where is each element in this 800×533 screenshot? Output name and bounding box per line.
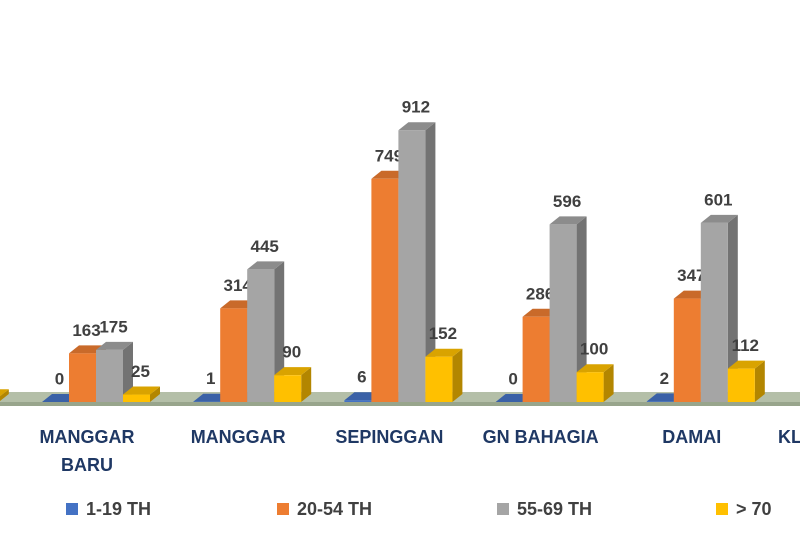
legend-label: 55-69 TH <box>517 499 592 519</box>
bar-front <box>673 298 701 402</box>
bar-front <box>274 375 302 402</box>
legend-label: 20-54 TH <box>297 499 372 519</box>
bar-front <box>220 308 248 402</box>
value-label: 347 <box>677 266 705 285</box>
legend-swatch <box>716 503 728 515</box>
bar <box>727 360 765 402</box>
value-label: 912 <box>402 98 430 117</box>
bar-front <box>398 130 426 402</box>
value-label: 175 <box>99 317 127 336</box>
bar-side <box>576 216 587 402</box>
legend-swatch <box>497 503 509 515</box>
bar-top <box>576 364 614 373</box>
value-label: 314 <box>224 276 253 295</box>
bar-side <box>425 122 436 402</box>
bar-side <box>123 341 133 402</box>
value-label: 163 <box>72 321 100 340</box>
value-label: 749 <box>375 146 403 165</box>
value-label: 0 <box>55 369 64 388</box>
legend-label: 1-19 TH <box>86 499 151 519</box>
category-label: MANGGAR <box>191 427 286 447</box>
value-label: 286 <box>526 284 554 303</box>
category-label: SEPINGGAN <box>335 427 443 447</box>
bar-front <box>371 178 399 402</box>
value-label: 2 <box>660 369 669 388</box>
bar-front <box>646 401 674 402</box>
bar-side <box>754 360 765 402</box>
bar-side <box>727 214 738 402</box>
value-label: 445 <box>251 237 279 256</box>
value-label: 25 <box>131 362 150 381</box>
value-label: 0 <box>508 369 517 388</box>
bar-top <box>0 389 9 397</box>
bar-side <box>301 367 312 402</box>
bar-top <box>425 348 463 357</box>
value-label: 6 <box>357 368 366 387</box>
value-label: 100 <box>580 340 608 359</box>
legend-label: > 70 <box>736 499 772 519</box>
bar-front <box>727 368 755 402</box>
bar-top <box>96 341 133 350</box>
category-label: GN BAHAGIA <box>483 427 599 447</box>
bar-top <box>727 360 765 369</box>
bar <box>274 367 312 402</box>
value-label: 152 <box>429 324 457 343</box>
bar-top <box>123 386 160 395</box>
bar-front <box>425 356 453 402</box>
bar-front <box>549 224 577 402</box>
legend-swatch <box>277 503 289 515</box>
bar-top <box>549 216 587 225</box>
bar-side <box>0 389 9 402</box>
bar-front <box>69 353 96 402</box>
bar-top <box>274 367 312 376</box>
category-label: DAMAI <box>662 427 721 447</box>
bar-top <box>700 214 738 223</box>
bar-front <box>247 269 275 402</box>
bar <box>123 386 160 402</box>
bar-side <box>274 261 285 402</box>
bar <box>425 348 463 402</box>
bar-side <box>150 386 160 402</box>
bar-front <box>123 394 150 402</box>
bar <box>0 389 9 402</box>
floor-front <box>0 402 800 406</box>
value-label: 112 <box>732 336 759 355</box>
value-label: 596 <box>553 192 581 211</box>
bar-front <box>700 222 728 402</box>
bar-side <box>603 364 614 402</box>
bar-front <box>522 316 550 402</box>
bar <box>576 364 614 402</box>
bar <box>247 261 285 402</box>
bar-front <box>96 349 123 402</box>
bar-front <box>576 372 604 402</box>
bar-front <box>344 400 372 402</box>
category-label: MANGGAR BARU <box>40 427 135 475</box>
bar-top <box>247 261 285 270</box>
bar-side <box>452 348 463 402</box>
value-label: 90 <box>282 343 301 362</box>
bar <box>96 341 133 402</box>
bar <box>549 216 587 402</box>
legend-swatch <box>66 503 78 515</box>
category-label: KL <box>778 427 800 447</box>
value-label: 601 <box>704 190 732 209</box>
bar-top <box>398 122 436 131</box>
bar <box>398 122 436 402</box>
value-label: 1 <box>206 369 215 388</box>
bar <box>700 214 738 402</box>
